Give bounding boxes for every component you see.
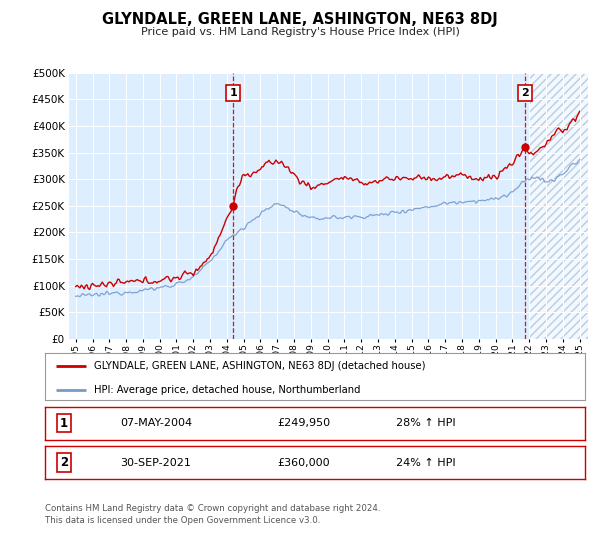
Text: HPI: Average price, detached house, Northumberland: HPI: Average price, detached house, Nort… (94, 385, 360, 395)
Text: Contains HM Land Registry data © Crown copyright and database right 2024.: Contains HM Land Registry data © Crown c… (45, 504, 380, 513)
Text: 2: 2 (60, 456, 68, 469)
Text: 1: 1 (60, 417, 68, 430)
Text: This data is licensed under the Open Government Licence v3.0.: This data is licensed under the Open Gov… (45, 516, 320, 525)
Text: 28% ↑ HPI: 28% ↑ HPI (396, 418, 455, 428)
Text: £360,000: £360,000 (277, 458, 330, 468)
Text: 30-SEP-2021: 30-SEP-2021 (121, 458, 191, 468)
Bar (529, 73, 588, 339)
Text: GLYNDALE, GREEN LANE, ASHINGTON, NE63 8DJ: GLYNDALE, GREEN LANE, ASHINGTON, NE63 8D… (102, 12, 498, 27)
Text: Price paid vs. HM Land Registry's House Price Index (HPI): Price paid vs. HM Land Registry's House … (140, 27, 460, 37)
Bar (529, 73, 588, 339)
Text: 1: 1 (229, 88, 237, 98)
Text: GLYNDALE, GREEN LANE, ASHINGTON, NE63 8DJ (detached house): GLYNDALE, GREEN LANE, ASHINGTON, NE63 8D… (94, 361, 425, 371)
Text: 2: 2 (521, 88, 529, 98)
Bar (529, 73, 588, 339)
Text: 07-MAY-2004: 07-MAY-2004 (121, 418, 193, 428)
Text: 24% ↑ HPI: 24% ↑ HPI (396, 458, 455, 468)
Text: £249,950: £249,950 (277, 418, 331, 428)
